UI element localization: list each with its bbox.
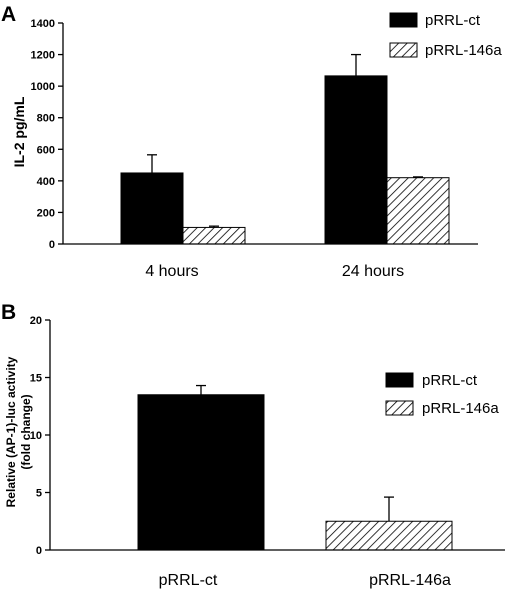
- panel-a-y-ticks: 0 200 400 600 800 1000 1200 1400: [31, 18, 63, 251]
- legend-swatch-solid: [385, 372, 414, 388]
- bar: [120, 172, 184, 245]
- panel-a-letter: A: [1, 3, 16, 26]
- error-bar: [413, 176, 423, 178]
- error-bar: [147, 154, 157, 173]
- bar: [182, 226, 246, 245]
- y-tick-label: 200: [37, 207, 55, 219]
- y-tick-label: 1000: [31, 81, 55, 93]
- error-bar: [196, 384, 206, 395]
- legend-label: pRRL-146a: [425, 42, 502, 59]
- y-tick-label: 1200: [31, 50, 55, 62]
- legend-swatch-hatch: [389, 42, 418, 58]
- bar: [325, 520, 453, 551]
- panel-b-error-bars: [196, 384, 394, 522]
- y-tick-label: 600: [37, 144, 55, 156]
- panel-b-y-ticks: 0 5 10 15 20: [30, 315, 50, 557]
- y-tick-label: 5: [36, 488, 42, 500]
- legend-label: pRRL-ct: [422, 372, 478, 389]
- error-bar: [384, 496, 394, 522]
- panel-a-category-label: 4 hours: [145, 263, 198, 280]
- panel-b-category-label: pRRL-ct: [159, 572, 218, 589]
- panel-a-category-label: 24 hours: [342, 263, 404, 280]
- y-tick-label: 800: [37, 113, 55, 125]
- y-tick-label: 20: [30, 315, 42, 327]
- y-tick-label: 0: [36, 545, 42, 557]
- panel-b-y-axis-label: Relative (AP-1)-luc activity: [4, 356, 18, 507]
- legend-label: pRRL-ct: [425, 12, 481, 29]
- panel-a-bars: [120, 75, 450, 245]
- bar: [386, 177, 450, 245]
- y-tick-label: 15: [30, 373, 42, 385]
- legend-swatch-hatch: [385, 400, 414, 416]
- panel-b-y-axis-label: (fold change): [19, 394, 33, 469]
- bar: [137, 394, 265, 551]
- legend-label: pRRL-146a: [422, 400, 499, 417]
- panel-a: A IL-2 pg/mL 0 200 400 600 800 1000 1200 1400 4…: [1, 3, 502, 280]
- panel-b-legend: pRRL-ct pRRL-146a: [385, 372, 499, 417]
- y-tick-label: 1400: [31, 18, 55, 30]
- panel-a-error-bars: [147, 53, 423, 228]
- panel-b-category-label: pRRL-146a: [369, 572, 451, 589]
- panel-a-y-axis-label: IL-2 pg/mL: [11, 96, 27, 167]
- y-tick-label: 10: [30, 430, 42, 442]
- legend-swatch-solid: [389, 12, 418, 28]
- y-tick-label: 400: [37, 176, 55, 188]
- error-bar: [351, 53, 361, 76]
- panel-b-bars: [137, 394, 453, 551]
- bar: [324, 75, 388, 245]
- panel-a-legend: pRRL-ct pRRL-146a: [389, 12, 502, 59]
- panel-b-letter: B: [1, 301, 16, 324]
- panel-b: B Relative (AP-1)-luc activity (fold cha…: [1, 301, 505, 589]
- error-bar: [209, 225, 219, 228]
- y-tick-label: 0: [49, 239, 55, 251]
